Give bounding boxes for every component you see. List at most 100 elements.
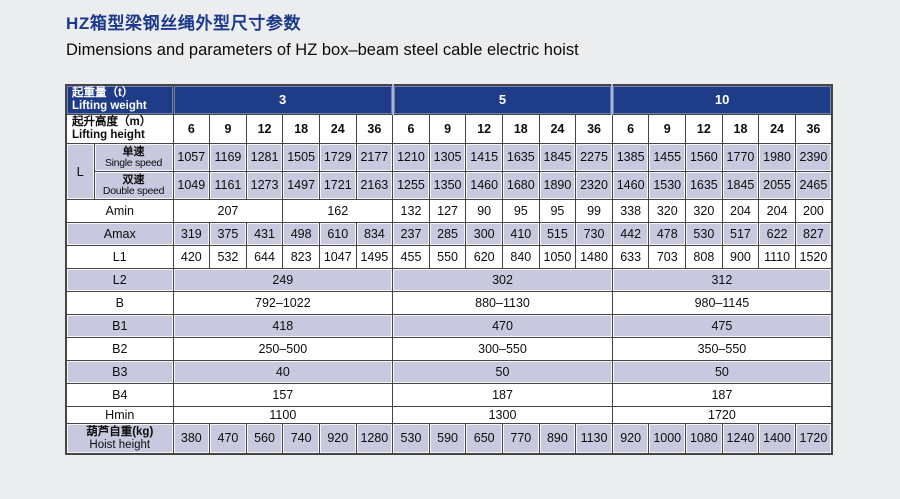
capacity-group-header: 10	[611, 84, 833, 115]
value-cell: 1890	[538, 170, 577, 200]
table-row: L1 420 532 644 823 1047 1495 455 550 620 840 1050 14…	[65, 244, 833, 269]
value-cell: 900	[721, 244, 760, 269]
value-cell: 590	[428, 422, 467, 455]
lifting-height-header: 起升高度（m） Lifting height	[65, 113, 174, 144]
value-cell: 1505	[282, 142, 320, 172]
value-cell: 1721	[318, 170, 357, 200]
param-row-label: B2	[65, 336, 174, 361]
value-cell: 1845	[538, 142, 577, 172]
value-cell: 920	[611, 422, 650, 455]
table-row: B2 250–500 300–550 350–550	[65, 336, 833, 361]
value-cell: 1281	[245, 142, 284, 172]
label-zh: 起重量（t）	[72, 87, 134, 100]
value-cell: 95	[538, 198, 577, 223]
param-row-label: Amax	[65, 221, 174, 246]
value-cell: 1057	[172, 142, 211, 172]
value-cell: 840	[502, 244, 540, 269]
value-cell: 2163	[355, 170, 394, 200]
value-cell: 920	[318, 422, 357, 455]
value-cell: 530	[392, 422, 430, 455]
value-cell: 1495	[355, 244, 394, 269]
value-cell: 1100	[172, 405, 394, 424]
param-row-label: Hmin	[65, 405, 174, 424]
height-value: 9	[428, 113, 467, 144]
value-cell: 50	[611, 359, 833, 384]
value-cell: 431	[245, 221, 284, 246]
value-cell: 1770	[721, 142, 760, 172]
value-cell: 1845	[721, 170, 760, 200]
value-cell: 1255	[392, 170, 430, 200]
value-cell: 703	[648, 244, 687, 269]
table-row: 起升高度（m） Lifting height 6 9 12 18 24 36 6 9 12 18 24 3…	[65, 113, 833, 144]
value-cell: 410	[502, 221, 540, 246]
value-cell: 300–550	[392, 336, 613, 361]
value-cell: 40	[172, 359, 394, 384]
value-cell: 320	[685, 198, 723, 223]
height-value: 36	[794, 113, 833, 144]
table-row: B3 40 50 50	[65, 359, 833, 384]
table-row: 起重量（t） Lifting weight 3 5 10	[65, 84, 833, 115]
value-cell: 515	[538, 221, 577, 246]
value-cell: 1350	[428, 170, 467, 200]
value-cell: 1720	[794, 422, 833, 455]
value-cell: 1400	[758, 422, 796, 455]
value-cell: 350–550	[611, 336, 833, 361]
param-row-label: L1	[65, 244, 174, 269]
value-cell: 1047	[318, 244, 357, 269]
value-cell: 808	[685, 244, 723, 269]
height-value: 18	[282, 113, 320, 144]
param-row-label: B3	[65, 359, 174, 384]
value-cell: 157	[172, 382, 394, 407]
height-value: 6	[172, 113, 211, 144]
value-cell: 95	[502, 198, 540, 223]
label-zh: 葫芦自重(kg)	[86, 425, 154, 438]
value-cell: 187	[392, 382, 613, 407]
value-cell: 285	[428, 221, 467, 246]
label-en: Single speed	[104, 156, 163, 169]
height-value: 18	[502, 113, 540, 144]
value-cell: 622	[758, 221, 796, 246]
value-cell: 420	[172, 244, 211, 269]
capacity-group-header: 3	[172, 84, 394, 115]
height-value: 6	[611, 113, 650, 144]
label-zh: 双速	[122, 173, 145, 186]
speed-row-label: 双速 Double speed	[93, 170, 174, 200]
value-cell: 980–1145	[611, 290, 833, 315]
value-cell: 442	[611, 221, 650, 246]
capacity-group-header: 5	[391, 84, 613, 115]
label-en: Lifting weight	[72, 100, 147, 113]
value-cell: 1560	[685, 142, 723, 172]
value-cell: 530	[685, 221, 723, 246]
value-cell: 1530	[648, 170, 687, 200]
height-value: 6	[392, 113, 430, 144]
value-cell: 127	[428, 198, 467, 223]
spec-table-body: 起重量（t） Lifting weight 3 5 10 起升高度（m） Lifting h…	[65, 84, 833, 455]
height-value: 36	[575, 113, 613, 144]
value-cell: 162	[282, 198, 394, 223]
value-cell: 1720	[611, 405, 833, 424]
table-row: L2 249 302 312	[65, 267, 833, 292]
value-cell: 455	[392, 244, 430, 269]
value-cell: 1520	[794, 244, 833, 269]
page-title-en: Dimensions and parameters of HZ box–beam…	[66, 41, 579, 60]
value-cell: 99	[575, 198, 613, 223]
value-cell: 1300	[392, 405, 613, 424]
value-cell: 1240	[721, 422, 760, 455]
value-cell: 1273	[245, 170, 284, 200]
height-value: 24	[318, 113, 357, 144]
label-zh: 单速	[122, 145, 145, 158]
page-header: HZ箱型梁钢丝绳外型尺寸参数 Dimensions and parameters…	[66, 13, 579, 61]
value-cell: 792–1022	[172, 290, 394, 315]
hoist-weight-label: 葫芦自重(kg) Hoist height	[65, 422, 174, 455]
value-cell: 650	[465, 422, 503, 455]
height-value: 12	[245, 113, 284, 144]
value-cell: 2275	[575, 142, 613, 172]
value-cell: 1049	[172, 170, 211, 200]
value-cell: 1635	[685, 170, 723, 200]
value-cell: 1000	[648, 422, 687, 455]
value-cell: 338	[611, 198, 650, 223]
value-cell: 1460	[465, 170, 503, 200]
value-cell: 2390	[794, 142, 833, 172]
table-row: Hmin 1100 1300 1720	[65, 405, 833, 424]
param-row-label: Amin	[65, 198, 174, 223]
